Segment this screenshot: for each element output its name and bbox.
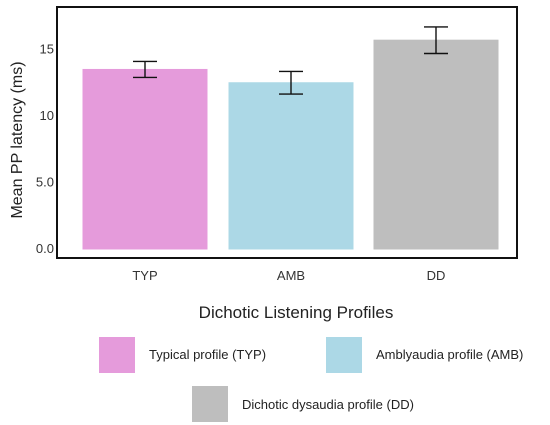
bar-typ xyxy=(82,68,208,250)
x-axis-label: Dichotic Listening Profiles xyxy=(199,303,394,322)
legend-label: Amblyaudia profile (AMB) xyxy=(376,347,523,362)
error-bar-amb xyxy=(279,70,303,95)
y-tick-label: 15 xyxy=(40,42,54,57)
legend-label: Typical profile (TYP) xyxy=(149,347,266,362)
error-bar-typ xyxy=(133,60,157,79)
y-tick-label: 5.0 xyxy=(36,175,54,190)
bar-amb xyxy=(228,82,354,250)
bar-dd xyxy=(373,39,499,250)
y-tick-label: 0.0 xyxy=(36,241,54,256)
plot-frame xyxy=(56,6,518,259)
y-axis-label: Mean PP latency (ms) xyxy=(9,61,26,218)
x-tick-label: TYP xyxy=(132,268,157,283)
error-bar-dd xyxy=(424,26,448,55)
legend-swatch xyxy=(192,386,228,422)
x-tick-label: AMB xyxy=(277,268,305,283)
legend-swatch xyxy=(99,337,135,373)
legend-swatch xyxy=(326,337,362,373)
legend: Typical profile (TYP) Amblyaudia profile … xyxy=(99,337,523,422)
y-tick-label: 10 xyxy=(40,108,54,123)
x-tick-label: DD xyxy=(427,268,446,283)
legend-label: Dichotic dysaudia profile (DD) xyxy=(242,397,414,412)
